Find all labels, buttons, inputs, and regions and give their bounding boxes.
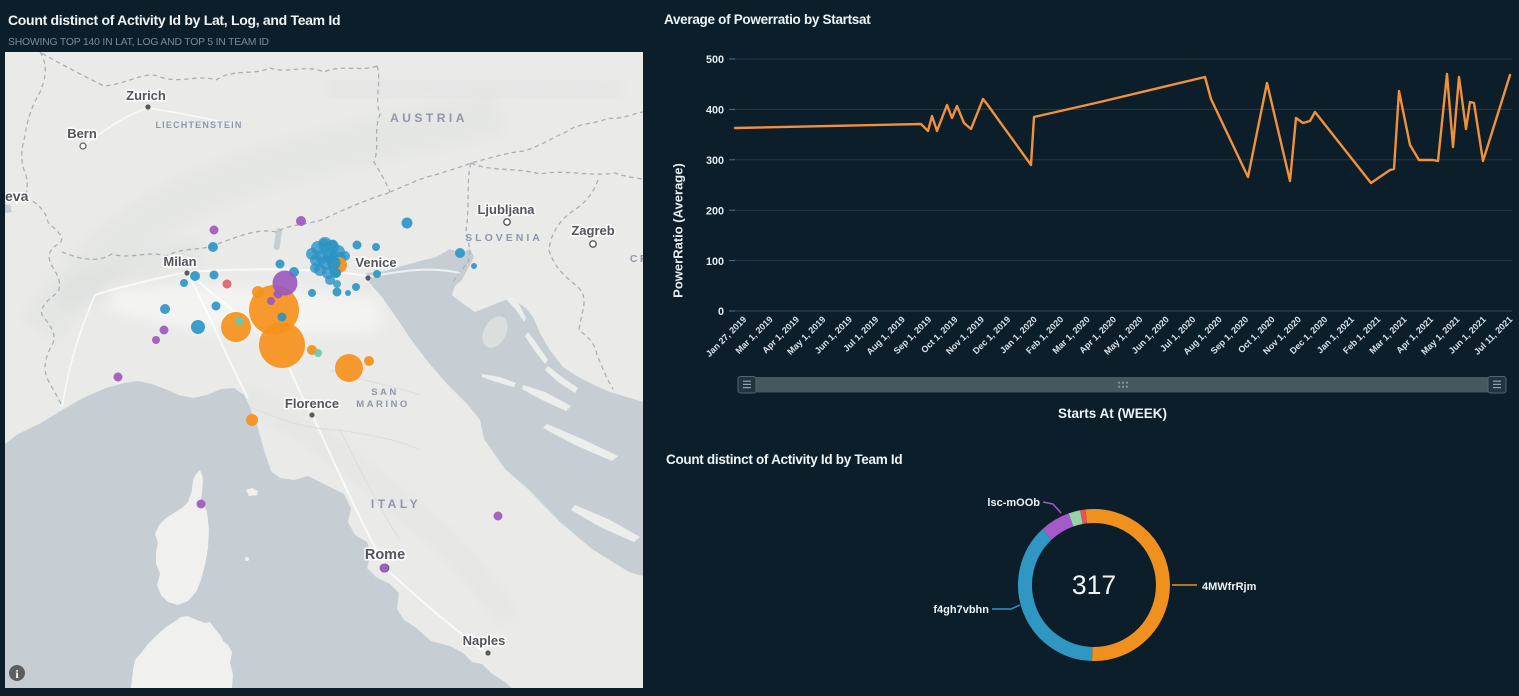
svg-text:4MWfrRjm: 4MWfrRjm: [1202, 581, 1257, 593]
svg-text:200: 200: [706, 205, 724, 217]
svg-text:AUSTRIA: AUSTRIA: [390, 111, 468, 125]
svg-text:Bern: Bern: [67, 126, 97, 141]
svg-text:400: 400: [706, 105, 724, 117]
svg-text:f4gh7vbhn: f4gh7vbhn: [933, 604, 989, 616]
svg-text:500: 500: [706, 54, 724, 66]
svg-text:Venice: Venice: [355, 255, 396, 270]
svg-text:i: i: [15, 667, 19, 681]
svg-text:Zurich: Zurich: [126, 88, 166, 103]
svg-text:Naples: Naples: [463, 633, 506, 648]
svg-text:0: 0: [718, 306, 724, 318]
svg-text:Ljubljana: Ljubljana: [477, 202, 535, 217]
svg-text:LIECHTENSTEIN: LIECHTENSTEIN: [155, 120, 242, 130]
svg-text:eva: eva: [5, 188, 29, 204]
svg-text:SLOVENIA: SLOVENIA: [465, 232, 543, 244]
svg-text:CR: CR: [630, 253, 643, 265]
svg-text:317: 317: [1072, 570, 1116, 600]
svg-text:ITALY: ITALY: [371, 497, 421, 511]
svg-text:SAN: SAN: [371, 387, 399, 398]
svg-text:Zagreb: Zagreb: [571, 223, 614, 238]
svg-text:MARINO: MARINO: [356, 399, 410, 410]
svg-text:300: 300: [706, 155, 724, 167]
svg-text:Rome: Rome: [365, 547, 405, 563]
svg-text:100: 100: [706, 256, 724, 268]
svg-text:lsc-mOOb: lsc-mOOb: [987, 497, 1040, 509]
svg-text:Florence: Florence: [285, 396, 339, 411]
svg-text:Milan: Milan: [163, 254, 196, 269]
